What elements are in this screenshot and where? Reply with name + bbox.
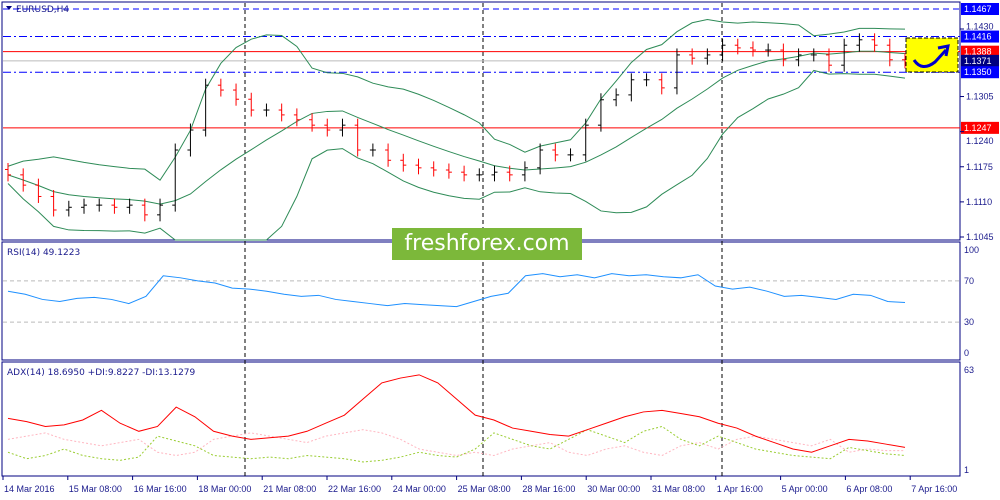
time-tick-label: 7 Apr 16:00 [911, 484, 957, 494]
arrow-signal-icon [905, 37, 959, 73]
price-level-tag [961, 66, 999, 79]
rsi-label: RSI(14) 49.1223 [7, 248, 80, 258]
price-tick-label: 1.1305 [966, 92, 994, 102]
time-tick-label: 16 Mar 16:00 [134, 484, 187, 494]
time-tick-label: 30 Mar 00:00 [587, 484, 640, 494]
time-tick-label: 28 Mar 16:00 [522, 484, 575, 494]
adx-label: ADX(14) 18.6950 +DI:9.8227 -DI:13.1279 [7, 368, 196, 378]
price-tick-label: 1.1240 [966, 136, 994, 146]
adx-frame [1, 361, 961, 477]
time-tick-label: 15 Mar 08:00 [69, 484, 122, 494]
price-tick-label: 1.1175 [966, 162, 993, 172]
price-level-tag [961, 30, 999, 43]
time-tick-label: 25 Mar 08:00 [458, 484, 511, 494]
price-level-tag [961, 54, 999, 67]
price-level-tag [961, 121, 999, 134]
price-level-label: 1.1350 [964, 67, 992, 77]
time-tick-label: 5 Apr 00:00 [782, 484, 828, 494]
watermark-logo: freshforex.com [392, 228, 582, 260]
time-tick-label: 14 Mar 2016 [4, 484, 55, 494]
rsi-tick-label: 100 [964, 245, 979, 255]
adx-tick-label: 63 [964, 365, 974, 375]
plus-di-line [7, 425, 906, 463]
time-tick-label: 18 Mar 00:00 [198, 484, 251, 494]
adx-line [7, 374, 906, 453]
price-level-tag [961, 45, 999, 58]
main-chart-frame [1, 1, 961, 241]
price-tick-label: 1.1430 [966, 22, 994, 32]
price-level-label: 1.1467 [964, 4, 992, 14]
rsi-line [7, 273, 906, 308]
price-level-label: 1.1247 [964, 123, 992, 133]
adx-tick-label: 1 [964, 465, 969, 475]
price-level-label: 1.1388 [964, 47, 992, 57]
time-tick-label: 31 Mar 08:00 [652, 484, 705, 494]
time-tick-label: 22 Mar 16:00 [328, 484, 381, 494]
time-tick-label: 24 Mar 00:00 [393, 484, 446, 494]
symbol-label: EURUSD,H4 [16, 5, 69, 15]
price-tick-label: 1.1110 [966, 197, 992, 207]
time-tick-label: 21 Mar 08:00 [263, 484, 316, 494]
price-level-label: 1.1371 [964, 56, 992, 66]
price-tick-label: 1.1045 [966, 232, 994, 242]
price-level-label: 1.1416 [964, 32, 992, 42]
rsi-tick-label: 30 [964, 317, 974, 327]
rsi-tick-label: 70 [964, 276, 974, 286]
bollinger-lower [7, 69, 906, 241]
dropdown-icon[interactable] [6, 6, 12, 10]
bollinger-upper [7, 19, 906, 181]
rsi-tick-label: 0 [964, 348, 969, 358]
time-tick-label: 6 Apr 08:00 [846, 484, 892, 494]
bollinger-middle [7, 50, 906, 205]
time-tick-label: 1 Apr 16:00 [717, 484, 763, 494]
price-level-tag [961, 3, 999, 15]
